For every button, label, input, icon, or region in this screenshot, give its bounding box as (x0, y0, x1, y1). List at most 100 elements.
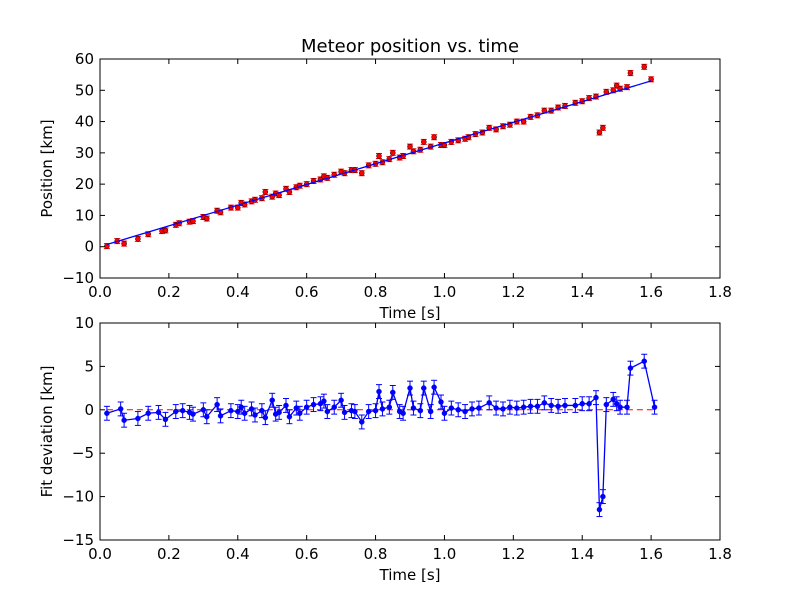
position-x-tick-label: 1.2 (501, 283, 525, 301)
position-data-point (407, 143, 413, 150)
position-y-tick-label: 10 (75, 206, 94, 224)
deviation-data-point (135, 415, 141, 422)
deviation-data-point (235, 408, 241, 415)
deviation-data-point (331, 404, 337, 410)
deviation-data-point (341, 409, 348, 416)
position-data-point (390, 150, 396, 156)
position-data-point (121, 240, 127, 247)
deviation-data-point (162, 416, 169, 423)
position-x-axis-label: Time [s] (379, 304, 441, 322)
deviation-data-point (365, 408, 372, 415)
deviation-data-point (562, 402, 568, 409)
deviation-data-point (217, 413, 224, 419)
deviation-data-point (462, 408, 468, 415)
deviation-data-point (386, 404, 393, 410)
deviation-data-point (321, 398, 327, 404)
deviation-data-point (352, 408, 358, 415)
deviation-axes-frame (99, 322, 721, 541)
position-y-tick-label: 20 (75, 175, 94, 193)
deviation-data-point (527, 403, 534, 410)
position-data-point (135, 236, 141, 242)
position-x-tick-label: 0.4 (226, 283, 250, 301)
position-data-point (376, 153, 382, 159)
position-data-point (421, 139, 427, 145)
deviation-data-point (214, 401, 220, 408)
deviation-data-point (228, 407, 234, 414)
position-plot-area (103, 63, 655, 250)
position-y-axis-label: Position [km] (38, 119, 56, 217)
deviation-data-point (303, 404, 310, 410)
deviation-data-point (486, 400, 492, 406)
deviation-y-tick-label: 5 (84, 357, 94, 375)
deviation-data-point (613, 400, 620, 407)
deviation-data-point (541, 400, 548, 406)
deviation-data-point (179, 407, 186, 414)
chart-title: Meteor position vs. time (301, 36, 519, 57)
deviation-data-point (407, 385, 413, 391)
deviation-data-point (603, 401, 610, 408)
deviation-data-point (276, 409, 282, 416)
deviation-data-point (572, 402, 579, 409)
deviation-data-point (641, 358, 647, 364)
position-y-tick-label: 40 (75, 113, 94, 131)
position-y-tick-label: 50 (75, 81, 94, 99)
deviation-data-point (600, 493, 606, 500)
deviation-data-point (155, 409, 162, 416)
deviation-data-point (173, 408, 179, 415)
deviation-data-point (421, 385, 427, 391)
position-axes: Meteor position vs. time 0.0 0.2 0.4 0.6 0.8… (38, 36, 732, 322)
deviation-data-point (324, 408, 331, 415)
deviation-y-axis-label: Fit deviation [km] (38, 366, 56, 498)
deviation-data-point (627, 365, 634, 371)
position-data-point (613, 82, 620, 89)
deviation-data-point (262, 414, 269, 421)
deviation-data-point (190, 411, 196, 417)
position-data-point (359, 170, 365, 176)
deviation-plot-area (103, 353, 658, 518)
deviation-data-point (286, 413, 293, 420)
position-data-point (596, 129, 603, 136)
deviation-data-point (438, 399, 444, 405)
deviation-x-tick-label: 0.8 (364, 545, 388, 563)
deviation-data-point (617, 404, 623, 410)
position-y-tick-label: 30 (75, 144, 94, 162)
deviation-data-point (238, 404, 244, 410)
position-data-point (204, 215, 210, 222)
position-data-point (162, 227, 169, 234)
deviation-data-point (651, 404, 658, 410)
deviation-series-line (106, 360, 656, 510)
deviation-y-tick-label: 0 (84, 401, 94, 419)
deviation-data-point (624, 404, 630, 410)
position-x-tick-label: 0.2 (157, 283, 181, 301)
deviation-data-point (248, 406, 255, 412)
deviation-data-point (441, 410, 448, 417)
deviation-data-point (204, 413, 210, 420)
deviation-data-point (500, 406, 506, 412)
deviation-data-point (469, 406, 475, 412)
deviation-data-point (579, 400, 585, 407)
deviation-axes-ticks: 0.0 0.2 0.4 0.6 0.8 1.0 1.2 1.4 1.6 1.8 −15 −10 −5 0 5… (62, 314, 732, 563)
deviation-x-tick-label: 1.4 (570, 545, 594, 563)
deviation-data-point (417, 407, 424, 414)
position-axes-frame (99, 58, 721, 279)
position-x-tick-label: 1.8 (708, 283, 732, 301)
deviation-y-tick-label: −10 (62, 488, 94, 506)
deviation-axes: 0.0 0.2 0.4 0.6 0.8 1.0 1.2 1.4 1.6 1.8 −15 −10 −5 0 5… (38, 314, 732, 584)
deviation-x-tick-label: 0.0 (88, 545, 112, 563)
deviation-data-point (310, 401, 317, 408)
deviation-data-point (117, 406, 124, 412)
position-axes-ticks: 0.0 0.2 0.4 0.6 0.8 1.0 1.2 1.4 1.6 1.8 −10 0 10 20 30… (62, 50, 732, 301)
position-data-point (600, 125, 606, 131)
deviation-x-axis-label: Time [s] (379, 566, 441, 584)
position-y-tick-label: 60 (75, 50, 94, 68)
deviation-x-tick-label: 1.2 (501, 545, 525, 563)
deviation-data-point (400, 410, 406, 417)
position-y-tick-label: −10 (62, 269, 94, 287)
deviation-data-point (520, 404, 527, 410)
deviation-data-point (610, 396, 616, 403)
position-y-tick-label: 0 (84, 238, 94, 256)
position-data-point (641, 64, 647, 70)
deviation-data-point (372, 407, 379, 414)
deviation-data-point (376, 388, 382, 395)
